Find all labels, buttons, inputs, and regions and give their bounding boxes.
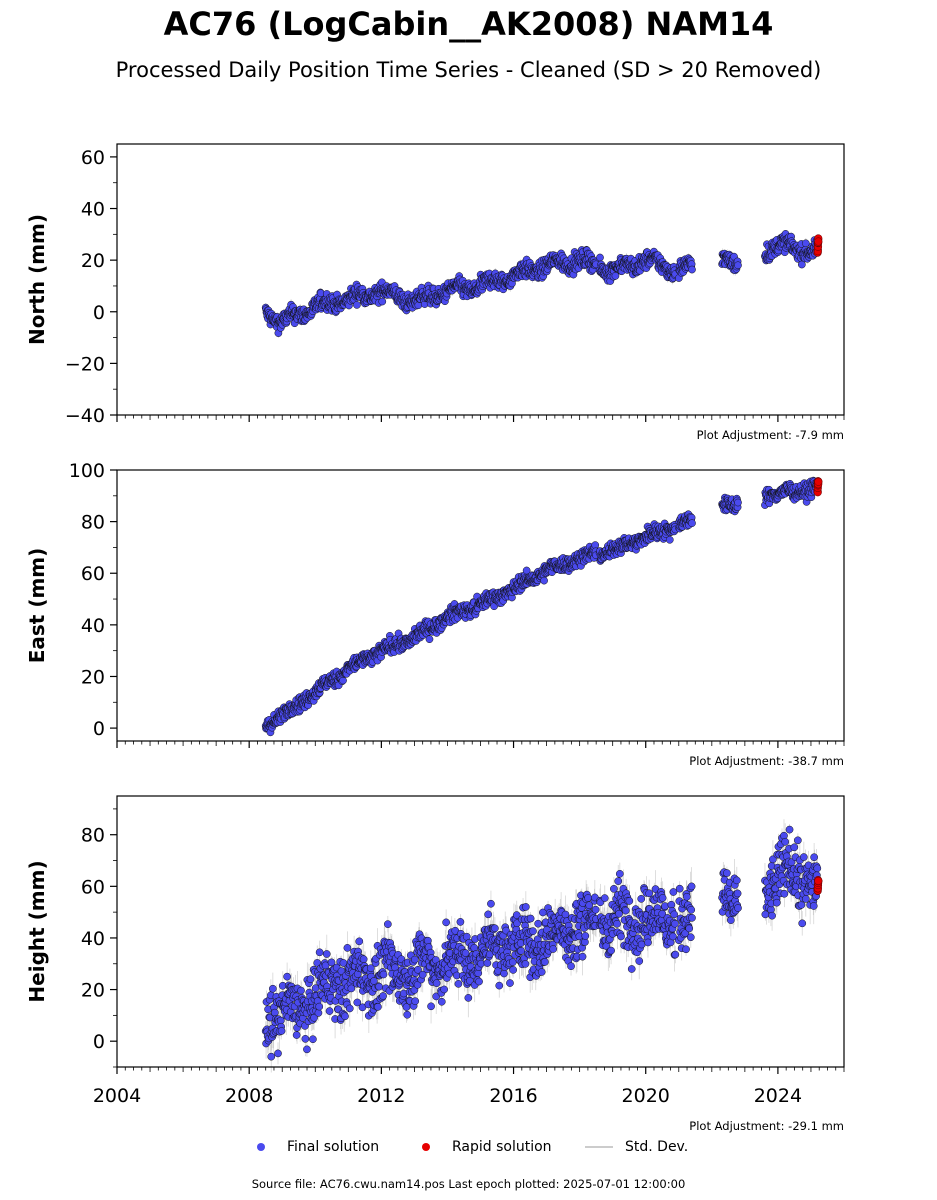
final-point [801, 239, 810, 248]
y-ticks-north [110, 156, 117, 416]
stddev-bars-north [265, 230, 818, 338]
y-tick-label: 0 [93, 302, 105, 324]
rapid-points-north [813, 234, 823, 257]
y-tick-label: −20 [65, 353, 105, 375]
rapid-point [814, 237, 823, 246]
final-point [734, 498, 742, 507]
final-point [688, 519, 696, 527]
y-tick-label: 60 [81, 147, 105, 169]
chart-subtitle: Processed Daily Position Time Series - C… [0, 56, 937, 84]
chart-title: AC76 (LogCabin__AK2008) NAM14 [0, 2, 937, 46]
final-point [339, 676, 347, 685]
final-points-north [261, 230, 822, 337]
final-point [596, 253, 604, 262]
y-tick-label: 20 [81, 250, 105, 272]
y-tick-label: −40 [65, 405, 105, 427]
final-point [353, 301, 361, 309]
final-points-east [261, 476, 822, 737]
final-point [540, 576, 548, 585]
final-point [378, 297, 387, 306]
final-point [688, 265, 696, 274]
y-tick-label: 40 [81, 199, 105, 221]
panel-north: −40 −20 0 20 40 60 North (mm) Plot Adjustment: … [25, 143, 845, 442]
stddev-bars-east [265, 477, 818, 735]
final-point [734, 261, 742, 270]
final-point [665, 535, 674, 544]
y-axis-label-north: North (mm) [25, 214, 49, 345]
plot-adjustment-north: Plot Adjustment: -7.9 mm [697, 428, 844, 442]
final-point [425, 635, 434, 644]
x-ticks-north [116, 415, 845, 422]
